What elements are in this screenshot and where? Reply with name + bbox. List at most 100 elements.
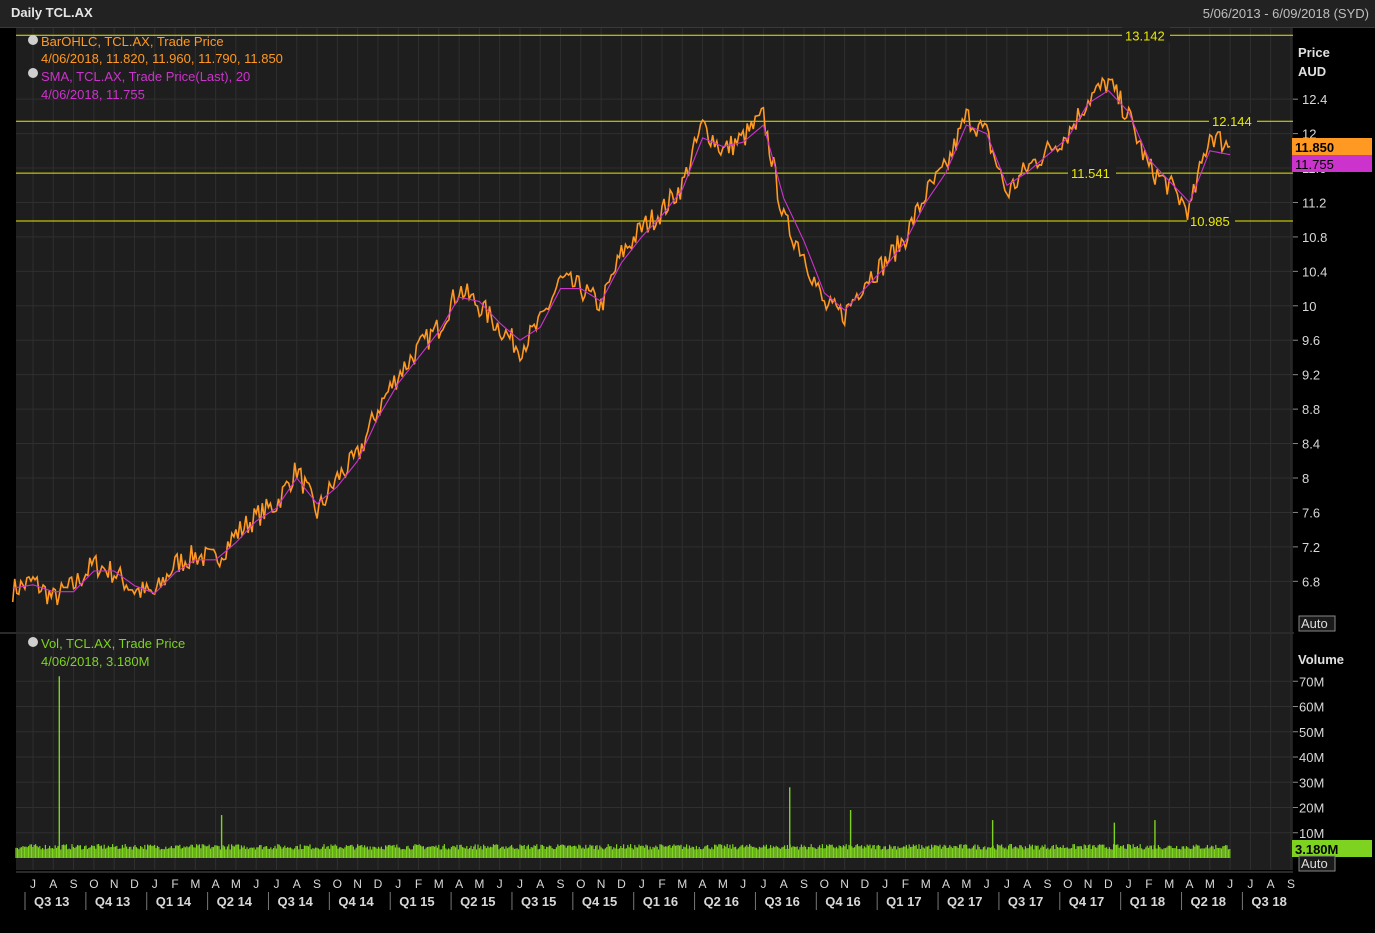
chart-title: Daily TCL.AX [11,5,93,20]
price-tick-label: 6.8 [1302,574,1320,589]
month-tick-label: O [576,877,585,891]
month-tick-label: O [1063,877,1072,891]
month-tick-label: J [253,877,259,891]
month-tick-label: J [497,877,503,891]
sma-legend-value: 4/06/2018, 11.755 [41,87,145,102]
quarter-tick-label: Q3 15 [521,894,556,909]
ohlc-legend-label: BarOHLC, TCL.AX, Trade Price [41,34,224,49]
ohlc-legend-value: 4/06/2018, 11.820, 11.960, 11.790, 11.85… [41,51,283,66]
quarter-tick-label: Q4 16 [825,894,860,909]
month-tick-label: M [1164,877,1174,891]
volume-legend-label: Vol, TCL.AX, Trade Price [41,636,185,651]
month-tick-label: F [415,877,422,891]
price-tick-label: 9.6 [1302,333,1320,348]
date-range: 5/06/2013 - 6/09/2018 (SYD) [1202,6,1369,21]
reference-label-bg [1122,27,1170,43]
quarter-tick-label: Q1 16 [643,894,678,909]
price-tick-label: 12.4 [1302,92,1327,107]
month-tick-label: A [942,877,950,891]
month-tick-label: D [861,877,870,891]
volume-plot-area [16,634,1293,870]
quarter-tick-label: Q3 14 [277,894,313,909]
quarter-tick-label: Q2 14 [217,894,253,909]
price-tick-label: 9.2 [1302,368,1320,383]
month-tick-label: J [1247,877,1253,891]
month-tick-label: M [434,877,444,891]
month-tick-label: A [212,877,220,891]
reference-label-bg [1187,212,1235,228]
quarter-tick-label: Q2 17 [947,894,982,909]
quarter-tick-label: Q4 13 [95,894,130,909]
month-tick-label: M [718,877,728,891]
month-tick-label: N [110,877,119,891]
reference-label-bg [1209,113,1257,129]
reference-line-label: 11.541 [1071,166,1110,181]
volume-auto-button[interactable]: Auto [1298,855,1336,872]
month-tick-label: S [313,877,321,891]
month-tick-label: J [1227,877,1233,891]
volume-tick-label: 70M [1299,674,1324,689]
last-volume-tag: 3.180M [1292,840,1372,857]
quarter-tick-label: Q3 17 [1008,894,1043,909]
volume-legend: Vol, TCL.AX, Trade Price 4/06/2018, 3.18… [28,636,185,669]
quarter-tick-label: Q2 16 [704,894,739,909]
month-tick-label: F [902,877,909,891]
month-tick-label: J [1004,877,1010,891]
last-volume-value: 3.180M [1295,842,1338,857]
price-tick-label: 8.8 [1302,402,1320,417]
price-axis-unit: AUD [1298,64,1326,79]
price-tick-label: 10 [1302,299,1316,314]
month-tick-label: A [1186,877,1194,891]
legend-toggle-icon[interactable] [28,68,38,78]
month-tick-label: O [820,877,829,891]
month-tick-label: J [152,877,158,891]
month-tick-label: A [1023,877,1031,891]
month-tick-label: J [517,877,523,891]
quarter-tick-label: Q4 17 [1069,894,1104,909]
month-tick-label: N [597,877,606,891]
month-tick-label: S [1287,877,1295,891]
month-tick-label: M [474,877,484,891]
month-tick-label: A [455,877,463,891]
volume-auto-label: Auto [1301,856,1328,871]
month-tick-label: M [1205,877,1215,891]
price-tick-label: 11.2 [1302,195,1326,210]
price-auto-button[interactable]: Auto [1298,615,1336,632]
legend-toggle-icon[interactable] [28,637,38,647]
price-tick-label: 8.4 [1302,437,1320,452]
month-tick-label: N [1084,877,1093,891]
legend-toggle-icon[interactable] [28,35,38,45]
last-price-tag: 11.850 [1292,138,1372,155]
quarter-tick-label: Q3 16 [764,894,799,909]
month-tick-label: S [70,877,78,891]
month-tick-label: J [30,877,36,891]
sma-series-line [12,89,1231,595]
month-tick-label: S [557,877,565,891]
quarter-tick-label: Q1 14 [156,894,192,909]
month-tick-label: M [677,877,687,891]
month-tick-label: J [395,877,401,891]
month-tick-label: J [740,877,746,891]
price-tick-label: 12 [1302,127,1316,142]
month-tick-label: J [1126,877,1132,891]
volume-tick-label: 10M [1299,826,1324,841]
quarter-tick-label: Q1 15 [399,894,434,909]
month-tick-label: F [658,877,665,891]
price-legend: BarOHLC, TCL.AX, Trade Price 4/06/2018, … [28,34,283,102]
volume-tick-label: 20M [1299,801,1324,816]
sma-tag: 11.755 [1292,155,1372,172]
month-tick-label: J [760,877,766,891]
volume-tick-label: 30M [1299,775,1324,790]
volume-tick-label: 50M [1299,725,1324,740]
quarter-tick-label: Q4 14 [338,894,374,909]
month-tick-label: M [231,877,241,891]
sma-legend-label: SMA, TCL.AX, Trade Price(Last), 20 [41,69,250,84]
month-tick-label: S [1043,877,1051,891]
month-tick-label: O [333,877,342,891]
quarter-tick-label: Q4 15 [582,894,617,909]
price-tick-label: 8 [1302,471,1309,486]
quarter-tick-label: Q1 17 [886,894,921,909]
quarter-tick-label: Q3 13 [34,894,69,909]
